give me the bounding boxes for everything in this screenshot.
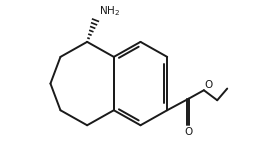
Text: O: O: [205, 80, 213, 90]
Text: NH$_2$: NH$_2$: [99, 4, 120, 18]
Text: O: O: [184, 127, 192, 137]
